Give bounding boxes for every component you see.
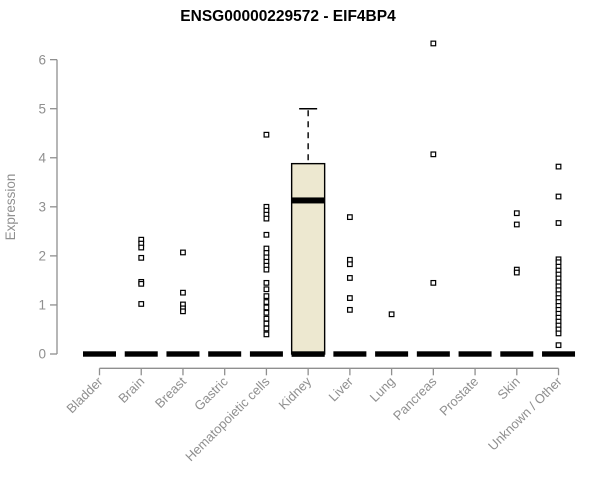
- zero-median-bar: [333, 351, 367, 357]
- zero-median-bar: [542, 351, 576, 357]
- x-category-label: Skin: [494, 374, 522, 402]
- data-point: [263, 299, 270, 305]
- y-tick-label: 6: [38, 52, 46, 67]
- zero-median-bar: [416, 351, 450, 357]
- zero-median-bar: [208, 351, 242, 357]
- y-axis-label: Expression: [3, 174, 18, 241]
- data-point: [555, 193, 562, 200]
- data-point: [555, 220, 562, 226]
- zero-median-bar: [375, 351, 409, 357]
- data-point: [263, 286, 270, 293]
- x-category-label: Liver: [325, 373, 356, 404]
- data-point: [263, 293, 270, 300]
- x-category-label: Brain: [115, 374, 147, 406]
- data-point: [346, 275, 353, 281]
- data-point: [180, 308, 186, 315]
- x-category-label: Bladder: [63, 373, 106, 416]
- data-point: [346, 306, 353, 313]
- y-tick-label: 1: [38, 298, 46, 313]
- data-point: [513, 221, 520, 228]
- data-point: [263, 131, 270, 138]
- y-tick-label: 4: [38, 150, 46, 165]
- data-point: [430, 40, 437, 47]
- data-point: [346, 214, 353, 221]
- data-point: [263, 231, 270, 238]
- data-point: [346, 295, 353, 301]
- data-point: [263, 315, 270, 322]
- x-category-label: Prostate: [436, 374, 481, 419]
- zero-median-bar: [458, 351, 492, 357]
- data-point: [346, 261, 353, 268]
- x-category-label: Unknown / Other: [485, 373, 565, 453]
- x-category-label: Pancreas: [390, 373, 440, 423]
- y-tick-label: 0: [38, 347, 46, 362]
- data-point: [180, 249, 186, 256]
- y-tick-label: 3: [38, 200, 46, 215]
- x-category-label: Lung: [367, 374, 398, 405]
- data-point: [555, 330, 562, 337]
- data-point: [263, 325, 270, 332]
- x-category-label: Kidney: [276, 373, 315, 412]
- data-point: [138, 244, 145, 251]
- data-point: [263, 331, 270, 338]
- x-category-label: Breast: [152, 374, 189, 411]
- x-category-label: Gastric: [191, 373, 231, 413]
- data-point: [263, 279, 270, 286]
- data-point: [513, 269, 520, 276]
- y-tick-label: 5: [38, 101, 46, 116]
- y-tick-label: 2: [38, 249, 46, 264]
- zero-median-bar: [83, 351, 116, 357]
- data-point: [555, 163, 562, 170]
- zero-median-bar: [249, 351, 283, 357]
- chart-title: ENSG00000229572 - EIF4BP4: [180, 8, 396, 25]
- data-point: [138, 254, 145, 261]
- data-point: [388, 311, 395, 318]
- data-point: [263, 266, 270, 273]
- data-point: [555, 342, 562, 349]
- data-point: [138, 301, 145, 307]
- data-point: [138, 280, 145, 287]
- data-point: [263, 320, 270, 327]
- zero-median-bar: [124, 351, 158, 357]
- data-point: [180, 289, 186, 296]
- box-median-line: [291, 197, 325, 204]
- box-zero-bar: [291, 351, 325, 357]
- data-point: [263, 304, 270, 311]
- box-body: [290, 162, 326, 355]
- data-point: [430, 279, 437, 286]
- zero-median-bar: [500, 351, 534, 357]
- data-point: [263, 309, 270, 316]
- data-point: [513, 210, 520, 217]
- zero-median-bar: [166, 351, 200, 357]
- data-point: [430, 151, 437, 158]
- data-point: [263, 215, 270, 222]
